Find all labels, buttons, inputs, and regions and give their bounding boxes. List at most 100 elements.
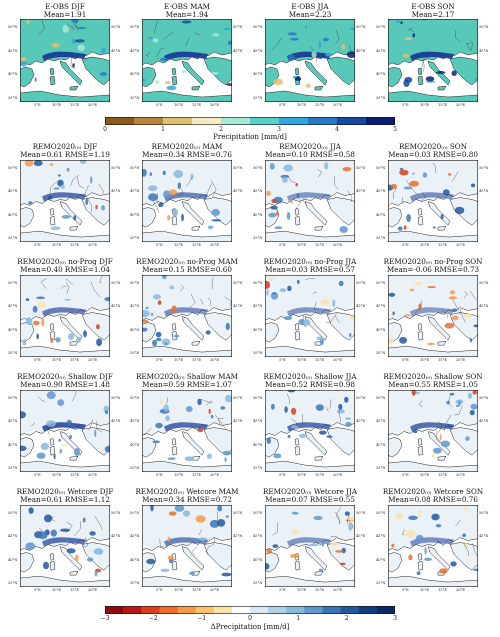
lat-label: 45°N [479, 419, 489, 424]
colorbar-swatch [195, 606, 215, 614]
panel-title-name: REMO2020₍₀₎ Shallow MAM [135, 372, 238, 381]
country-border [71, 24, 78, 31]
lat-label: 45°N [8, 48, 18, 53]
field-patch [49, 163, 54, 166]
land-sardinia [294, 331, 301, 341]
field-patch [275, 211, 279, 216]
lon-label: 5°E [156, 473, 163, 477]
field-patch [95, 204, 98, 210]
lat-label: 45°N [253, 189, 263, 194]
land-balkan [326, 312, 355, 341]
country-border [407, 28, 414, 32]
lat-label: 40°N [253, 212, 263, 217]
land-sardinia [417, 446, 424, 456]
country-border [74, 520, 82, 537]
field-patch [320, 299, 330, 306]
lat-label: 45°N [376, 48, 386, 53]
field-patch [344, 396, 349, 403]
country-border [185, 37, 190, 47]
field-patch [164, 81, 171, 85]
field-patch [96, 324, 100, 330]
field-patch [82, 517, 86, 523]
lat-label: 50°N [253, 511, 263, 515]
field-patch [220, 406, 226, 410]
lat-label: 35°N [130, 466, 140, 470]
country-border [71, 391, 77, 402]
lon-label: 15°E [192, 103, 201, 107]
land-italy [427, 546, 451, 571]
field-patch [321, 541, 325, 547]
panel-title-name: REMO2020₍₀₎ SON [398, 142, 467, 151]
field-patch [424, 546, 427, 555]
field-patch [399, 169, 409, 176]
country-border [145, 51, 151, 57]
country-border [464, 543, 469, 557]
lat-label: 50°N [479, 396, 489, 400]
difference-map [142, 275, 232, 357]
country-border [419, 400, 423, 408]
colorbar-swatch [340, 606, 360, 614]
country-border [38, 19, 45, 35]
land-corsica [417, 438, 423, 446]
panel-stat: Mean=-0.06 RMSE=0.73 [386, 265, 480, 274]
country-border [99, 275, 103, 283]
field-patch [444, 322, 455, 329]
land-balkan [449, 427, 478, 456]
lon-label: 15°E [438, 473, 447, 477]
field-patch [152, 440, 161, 444]
country-border [60, 286, 67, 289]
country-border [313, 291, 317, 295]
field-patch [417, 509, 421, 518]
lon-label: 20°E [456, 588, 465, 592]
field-patch [42, 561, 50, 570]
lat-label: 35°N [8, 96, 18, 100]
lat-label: 50°N [233, 166, 243, 170]
field-patch [463, 507, 469, 511]
field-patch [339, 226, 348, 233]
land-sicily [437, 85, 447, 91]
field-patch [50, 529, 57, 537]
field-patch [397, 226, 403, 231]
lat-label: 45°N [356, 48, 366, 53]
lon-label: 10°E [174, 243, 183, 247]
field-patch [409, 180, 419, 187]
land-north [142, 390, 232, 436]
land-sicily [69, 85, 79, 91]
lat-label: 45°N [111, 48, 121, 53]
field-patch [44, 514, 53, 523]
field-patch [282, 176, 288, 183]
lon-label: 5°E [402, 473, 409, 477]
land-italy [181, 60, 205, 86]
land-corsica [49, 438, 55, 446]
colorbar-tick: 2 [344, 615, 349, 622]
field-patch [266, 437, 271, 444]
lon-label: 5°E [156, 358, 163, 362]
eobs-map [388, 19, 478, 102]
lat-label: 40°N [376, 212, 386, 217]
lat-label: 45°N [8, 534, 18, 539]
country-border [432, 163, 437, 173]
land-corsica [294, 323, 300, 331]
country-border [207, 297, 211, 306]
field-patch [150, 505, 154, 512]
land-africa [388, 460, 478, 472]
lat-label: 45°N [356, 189, 366, 194]
land-sardinia [294, 446, 301, 456]
lat-label: 45°N [233, 534, 243, 539]
lat-label: 35°N [8, 581, 18, 585]
lon-label: 15°E [70, 588, 79, 592]
lon-label: 20°E [88, 243, 97, 247]
land-italy [181, 431, 205, 456]
field-patch [66, 419, 72, 426]
field-patch [32, 320, 40, 326]
lat-label: 45°N [8, 419, 18, 424]
lat-label: 35°N [8, 466, 18, 470]
land-balkan [326, 197, 355, 226]
colorbar-label: ΔPrecipitation [mm/d] [210, 623, 290, 631]
field-patch [163, 190, 171, 199]
country-border [436, 540, 443, 547]
land-balkan [203, 312, 232, 341]
difference-map [388, 390, 478, 472]
field-patch [152, 339, 158, 347]
map-frame [142, 275, 232, 357]
